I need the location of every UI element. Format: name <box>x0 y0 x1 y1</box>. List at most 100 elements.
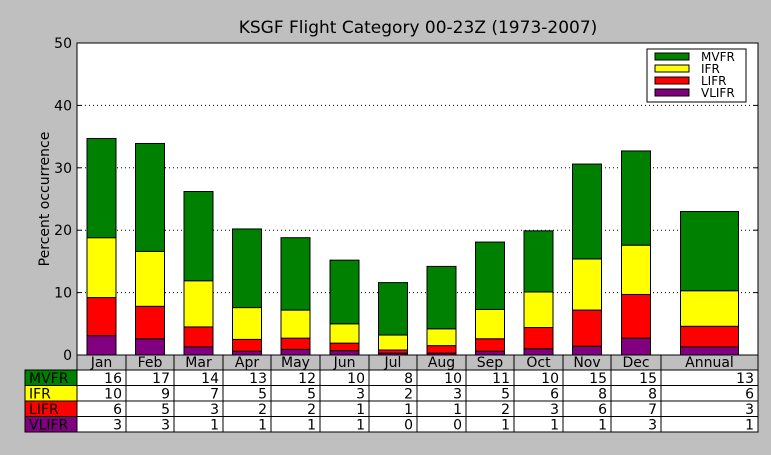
table-cell-mvfr-oct: 10 <box>541 371 559 387</box>
table-cell-vlifr-may: 1 <box>307 418 316 434</box>
x-tick-label-oct: Oct <box>526 355 551 371</box>
bar-lifr-sep <box>475 338 505 352</box>
bar-ifr-jul <box>378 334 408 351</box>
table-cell-vlifr-mar: 1 <box>210 418 219 434</box>
bar-mvfr-annual <box>680 210 739 292</box>
bar-mvfr-aug <box>426 265 457 330</box>
bar-vlifr-annual <box>680 346 739 356</box>
table-cell-mvfr-jul: 8 <box>404 371 413 387</box>
bar-lifr-aug <box>426 345 457 354</box>
table-cell-mvfr-may: 12 <box>298 371 316 387</box>
bar-lifr-dec <box>621 293 651 339</box>
table-cell-vlifr-feb: 3 <box>161 418 170 434</box>
y-tick-label: 30 <box>54 161 72 177</box>
table-cell-mvfr-aug: 10 <box>444 371 462 387</box>
bar-ifr-jan <box>86 237 117 299</box>
chart-title: KSGF Flight Category 00-23Z (1973-2007) <box>239 18 598 38</box>
bar-ifr-sep <box>475 308 505 340</box>
bar-mvfr-may <box>280 237 311 311</box>
bar-ifr-aug <box>426 328 457 347</box>
bar-lifr-nov <box>572 309 602 347</box>
bar-mvfr-dec <box>621 150 651 246</box>
table-cell-vlifr-apr: 1 <box>258 418 267 434</box>
bar-vlifr-mar <box>183 346 214 356</box>
x-tick-label-aug: Aug <box>428 355 455 371</box>
y-tick-label: 0 <box>63 348 72 364</box>
bar-mvfr-jan <box>86 137 117 239</box>
bars-group <box>86 137 739 356</box>
x-tick-label-sep: Sep <box>477 355 504 371</box>
bar-lifr-jun <box>329 342 360 352</box>
bar-lifr-may <box>280 337 311 350</box>
x-tick-label-annual: Annual <box>685 355 734 371</box>
y-tick-label: 20 <box>54 223 72 239</box>
y-tick-label: 50 <box>54 36 72 52</box>
x-tick-label-dec: Dec <box>622 355 649 371</box>
table-cell-vlifr-dec: 3 <box>648 418 657 434</box>
table-cell-ifr-nov: 8 <box>598 387 607 403</box>
table-cell-mvfr-sep: 11 <box>492 371 510 387</box>
x-tick-label-mar: Mar <box>185 355 212 371</box>
table-cell-ifr-may: 5 <box>307 387 316 403</box>
table-cell-vlifr-jul: 0 <box>404 418 413 434</box>
bar-mvfr-oct <box>523 230 554 293</box>
x-tick-label-nov: Nov <box>573 355 600 371</box>
bar-ifr-apr <box>232 307 262 340</box>
x-tick-label-may: May <box>281 355 310 371</box>
table-cell-ifr-aug: 3 <box>453 387 462 403</box>
x-tick-label-jul: Jul <box>384 355 402 371</box>
table-cell-lifr-aug: 1 <box>453 402 462 418</box>
table-cell-lifr-annual: 3 <box>745 402 754 418</box>
bar-lifr-mar <box>183 326 214 348</box>
bar-vlifr-nov <box>572 345 602 356</box>
table-cell-ifr-jun: 3 <box>356 387 365 403</box>
bar-vlifr-feb <box>135 338 165 356</box>
bar-ifr-may <box>280 309 311 339</box>
bar-ifr-oct <box>523 291 554 329</box>
grid-lines <box>77 104 758 294</box>
table-cell-ifr-sep: 5 <box>501 387 510 403</box>
table-cell-ifr-dec: 8 <box>648 387 657 403</box>
table-cell-ifr-feb: 9 <box>161 387 170 403</box>
table-cell-lifr-sep: 2 <box>501 402 510 418</box>
bar-ifr-annual <box>680 290 739 327</box>
bar-lifr-apr <box>232 338 262 352</box>
table-cell-mvfr-annual: 13 <box>736 371 754 387</box>
table-cell-vlifr-jun: 1 <box>356 418 365 434</box>
table-cell-mvfr-jun: 10 <box>347 371 365 387</box>
table-cell-vlifr-jan: 3 <box>113 418 122 434</box>
bar-ifr-jun <box>329 323 360 344</box>
bar-vlifr-jan <box>86 335 117 356</box>
legend-label-ifr: IFR <box>701 62 720 76</box>
bar-ifr-feb <box>135 250 165 307</box>
table-cell-mvfr-dec: 15 <box>639 371 657 387</box>
bar-ifr-dec <box>621 244 651 295</box>
table-cell-mvfr-mar: 14 <box>201 371 219 387</box>
bar-ifr-mar <box>183 280 214 328</box>
table-cell-lifr-feb: 5 <box>161 402 170 418</box>
x-tick-label-jan: Jan <box>90 355 113 371</box>
bar-lifr-annual <box>680 325 739 348</box>
table-row-label-lifr: LIFR <box>29 402 59 418</box>
bar-mvfr-nov <box>572 163 602 260</box>
table-cell-vlifr-nov: 1 <box>598 418 607 434</box>
table-cell-ifr-jan: 10 <box>104 387 122 403</box>
table-cell-vlifr-oct: 1 <box>550 418 559 434</box>
bar-mvfr-mar <box>183 191 214 282</box>
table-cell-lifr-jan: 6 <box>113 402 122 418</box>
x-tick-label-jun: Jun <box>333 355 356 371</box>
bar-lifr-jan <box>86 297 117 337</box>
table-row-label-vlifr: VLIFR <box>29 418 69 434</box>
table-cell-lifr-dec: 7 <box>648 402 657 418</box>
table-cell-vlifr-sep: 1 <box>501 418 510 434</box>
table-row-label-mvfr: MVFR <box>29 371 69 387</box>
table-cell-lifr-jun: 1 <box>356 402 365 418</box>
x-tick-label-apr: Apr <box>235 355 259 371</box>
table-cell-lifr-mar: 3 <box>210 402 219 418</box>
legend-swatch-lifr <box>654 76 690 85</box>
legend-label-lifr: LIFR <box>701 74 726 88</box>
table-cell-mvfr-nov: 15 <box>589 371 607 387</box>
bar-mvfr-jun <box>329 259 360 325</box>
